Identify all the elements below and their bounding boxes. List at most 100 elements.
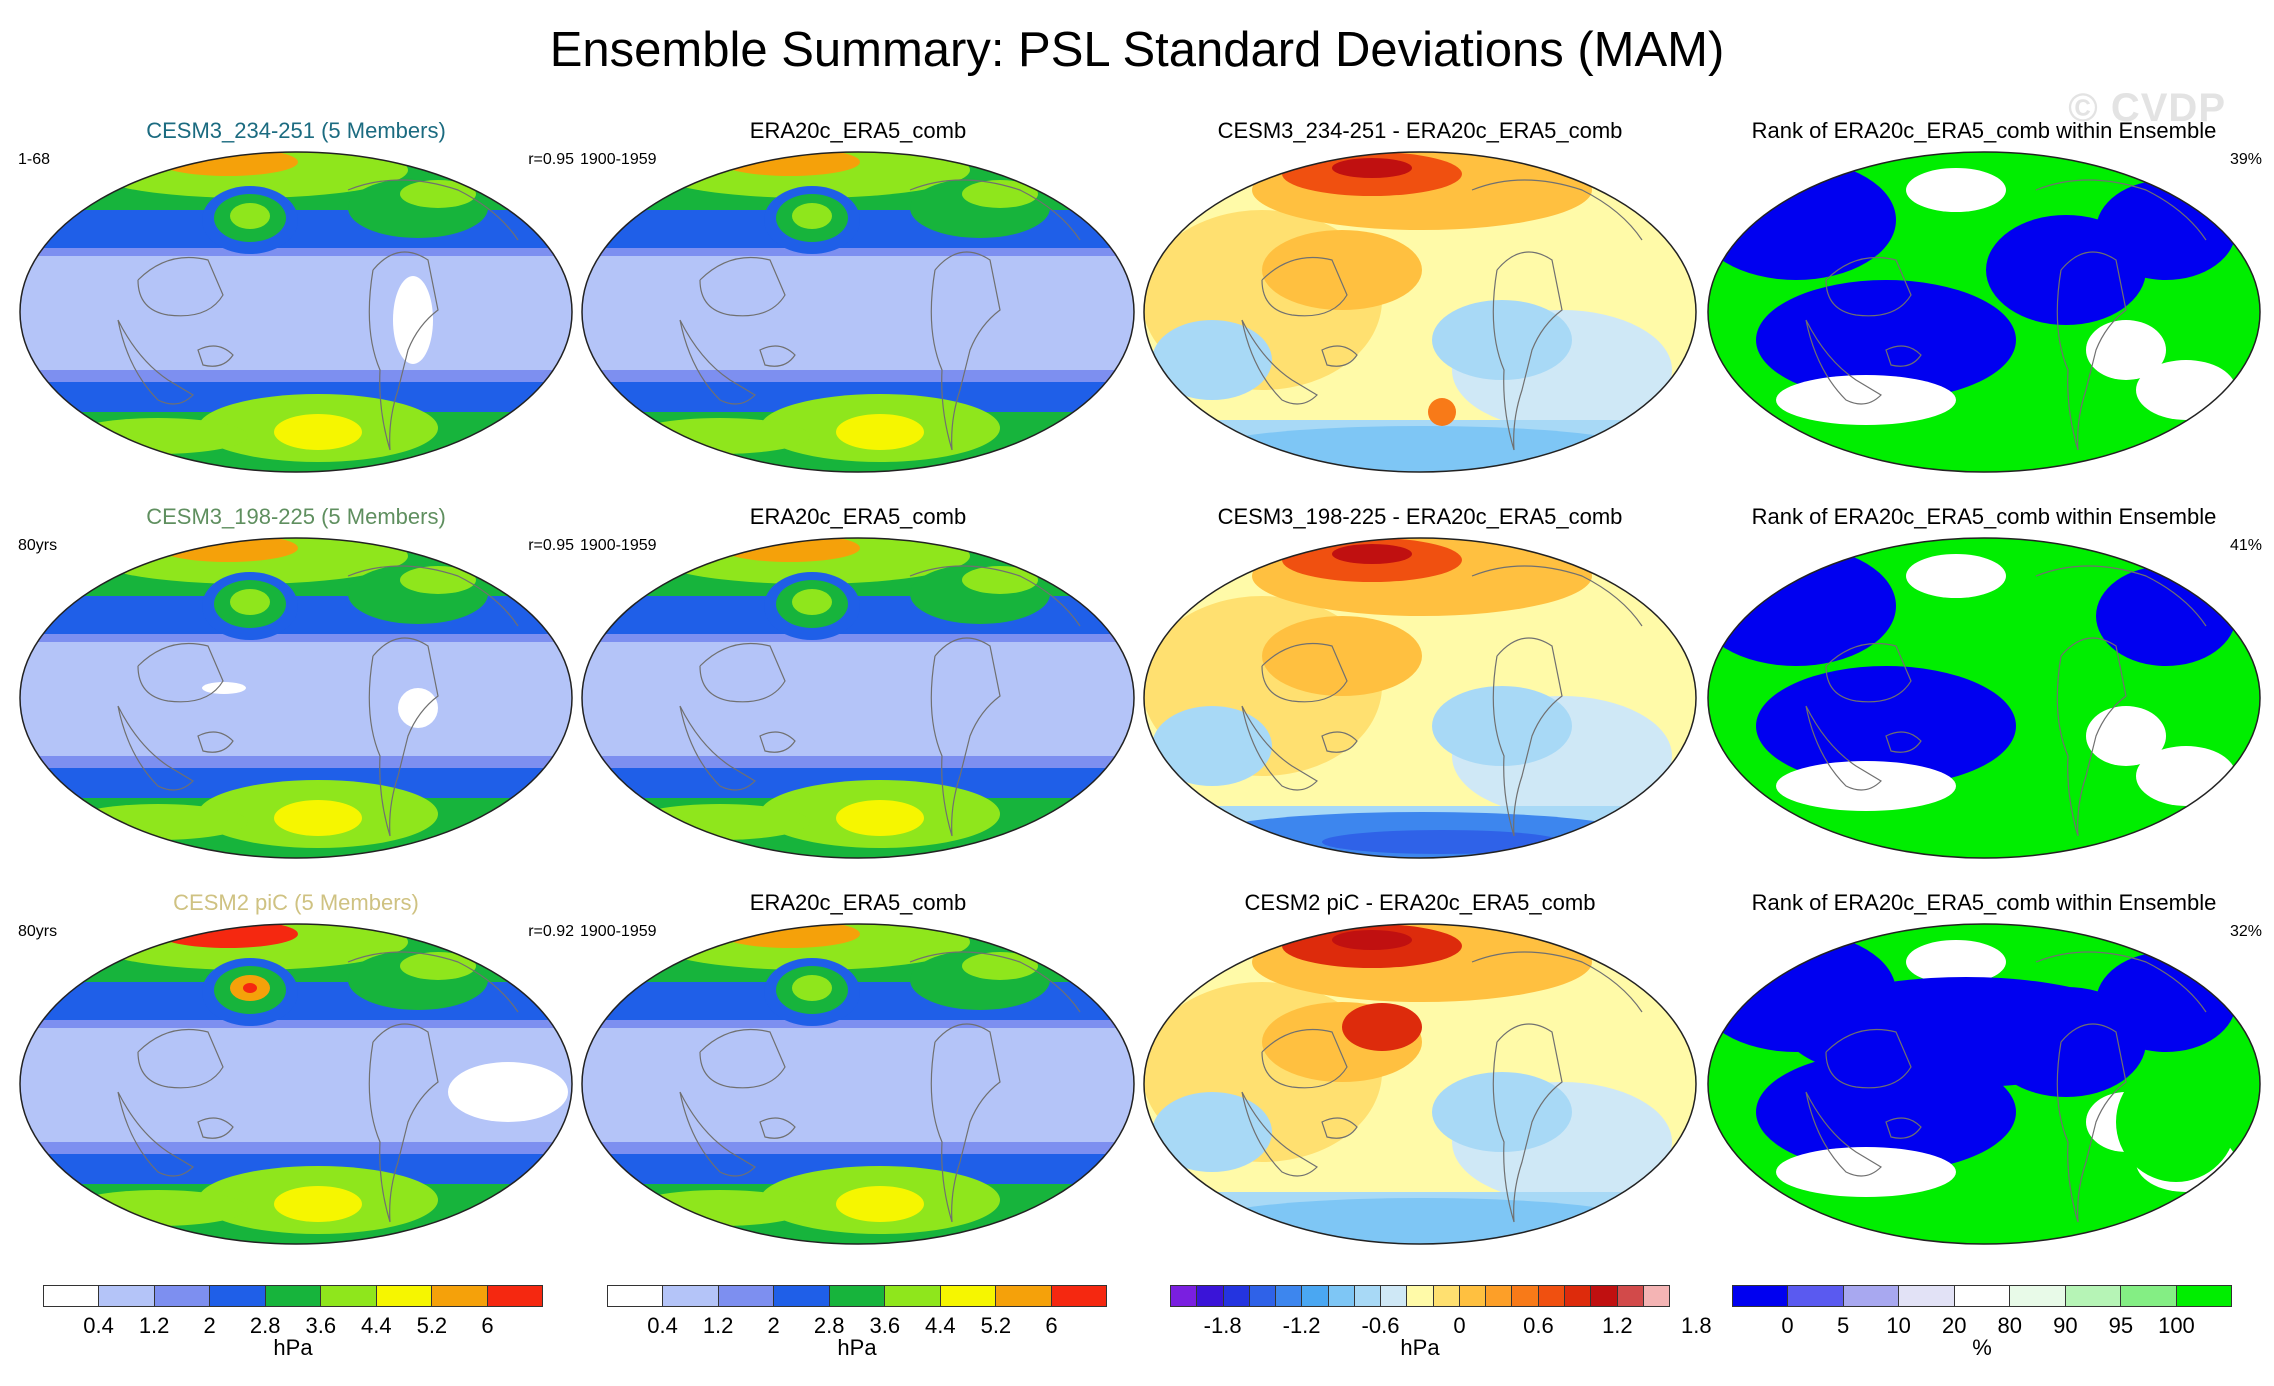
coastline: [909, 951, 1081, 1013]
panel-title-diff-3: CESM2 piC - ERA20c_ERA5_comb: [1244, 890, 1596, 915]
colorbar-tick-label: 1.2: [138, 1313, 170, 1338]
coastline: [1471, 565, 1643, 627]
rank-mid: [2086, 706, 2166, 766]
panel-title-obs-1: ERA20c_ERA5_comb: [749, 118, 967, 143]
contour-low-patch: [202, 682, 246, 694]
rank-mid: [2136, 746, 2236, 806]
colorbar-tick-label: 90: [2053, 1313, 2078, 1338]
coastline: [368, 1023, 439, 1223]
coastline: [347, 951, 519, 1013]
colorbar-swatch: [1302, 1286, 1329, 1306]
coastline: [699, 256, 786, 317]
coastline: [1261, 256, 1348, 317]
coastline: [137, 256, 224, 317]
pattern-correlation: r=0.95: [528, 151, 574, 168]
colorbar-swatch: [265, 1286, 322, 1306]
coastline: [930, 251, 1001, 451]
colorbar-tick-label: 80: [1997, 1313, 2023, 1338]
contour-sh-west: [630, 804, 810, 840]
colorbar-unit: hPa: [1400, 1335, 1440, 1360]
map-panel-rank-3: [1706, 922, 2262, 1246]
colorbar-swatch: [376, 1286, 433, 1306]
coastline: [1492, 637, 1563, 837]
contour-atlantic-high: [962, 952, 1038, 980]
colorbar-sd-obs-bar: [607, 1285, 1107, 1307]
colorbar-swatch: [2121, 1286, 2177, 1306]
colorbar-tick-label: 0: [1453, 1313, 1466, 1338]
coastline: [1825, 256, 1912, 317]
map-panel-ens-3: [18, 922, 574, 1246]
coastline: [137, 1028, 224, 1089]
coastline: [909, 565, 1081, 627]
colorbar-swatch: [940, 1286, 997, 1306]
colorbar-swatch: [1788, 1286, 1844, 1306]
colorbar-tick-label: 0.4: [647, 1313, 678, 1338]
coastline: [930, 637, 1001, 837]
figure-title: Ensemble Summary: PSL Standard Deviation…: [549, 23, 1725, 77]
colorbar-swatch: [1512, 1286, 1539, 1306]
coastline: [197, 345, 234, 367]
colorbar-swatch: [829, 1286, 886, 1306]
colorbar-swatch: [2065, 1286, 2122, 1306]
rank-mid: [1906, 168, 2006, 212]
contour-sh-max: [836, 1186, 924, 1222]
colorbar-tick-label: -0.6: [1361, 1313, 1400, 1338]
contour-aleutian-center: [230, 589, 270, 615]
contour-diff-neg: [1432, 300, 1572, 380]
colorbar-swatch: [1171, 1286, 1198, 1306]
coastline: [117, 319, 194, 405]
contour-diff-arctic-peak: [1332, 930, 1412, 950]
contour-sh-west: [630, 1190, 810, 1226]
colorbar-rank: % 0 5 10 20 80 90 95 100: [1732, 1285, 2232, 1365]
colorbar-sd-obs: hPa 0.4 1.2 2 2.8 3.6 4.4 5.2 6: [607, 1285, 1107, 1365]
panel-title-diff-1: CESM3_234-251 - ERA20c_ERA5_comb: [1217, 118, 1623, 143]
map-border: [1143, 151, 1697, 473]
colorbar-tick-label: -1.2: [1282, 1313, 1321, 1338]
coastline: [1321, 345, 1358, 367]
contour-band-sh-outer: [20, 370, 572, 384]
colorbar-unit: %: [1972, 1335, 1992, 1360]
panel-title-diff-2: CESM3_198-225 - ERA20c_ERA5_comb: [1217, 504, 1623, 529]
rank-low: [1786, 977, 2146, 1087]
coastline: [1805, 1091, 1882, 1177]
coastline: [368, 251, 439, 451]
contour-band-sh-outer: [20, 1142, 572, 1156]
panel-title-ens-2: CESM3_198-225 (5 Members): [146, 504, 446, 529]
rank-mid: [1906, 940, 2006, 984]
panel-title-obs-2: ERA20c_ERA5_comb: [749, 504, 967, 529]
colorbar-swatch: [1223, 1286, 1250, 1306]
map-border: [19, 151, 573, 473]
coastline: [1321, 1117, 1358, 1139]
colorbar-swatch: [1249, 1286, 1277, 1306]
contour-diff-pos: [1262, 230, 1422, 310]
contour-aleutian-peak: [243, 983, 257, 993]
coastline: [1471, 951, 1643, 1013]
rank-low: [1756, 666, 2016, 786]
map-border: [1143, 923, 1697, 1245]
colorbar-swatch: [1354, 1286, 1382, 1306]
contour-sh-max: [274, 1186, 362, 1222]
coastline: [699, 642, 786, 703]
rank-percent: 39%: [2229, 151, 2262, 168]
contour-sh-west: [630, 418, 810, 454]
map-panel-obs-3: [580, 922, 1136, 1246]
rank-high: [2116, 1062, 2236, 1182]
colorbar-tick-label: 0.6: [1523, 1313, 1554, 1338]
colorbar-swatch: [1564, 1286, 1592, 1306]
colorbar-tick-label: 100: [2158, 1313, 2195, 1338]
panel-title-rank-1: Rank of ERA20c_ERA5_comb within Ensemble: [1751, 118, 2217, 143]
contour-atlantic-high: [962, 180, 1038, 208]
colorbar-tick-label: 2: [203, 1313, 216, 1338]
colorbar-swatch: [1538, 1286, 1565, 1306]
colorbar-swatch: [210, 1286, 266, 1306]
colorbar-swatch: [1643, 1286, 1670, 1306]
rank-mid: [1776, 375, 1956, 425]
coastline: [1885, 345, 1922, 367]
contour-sh-max: [836, 414, 924, 450]
coastline: [759, 345, 796, 367]
colorbar-swatch: [1899, 1286, 1955, 1306]
contour-band-sh-outer: [582, 370, 1134, 384]
coastline: [2056, 251, 2127, 451]
contour-band-sh-outer: [20, 756, 572, 770]
coastline: [197, 731, 234, 753]
